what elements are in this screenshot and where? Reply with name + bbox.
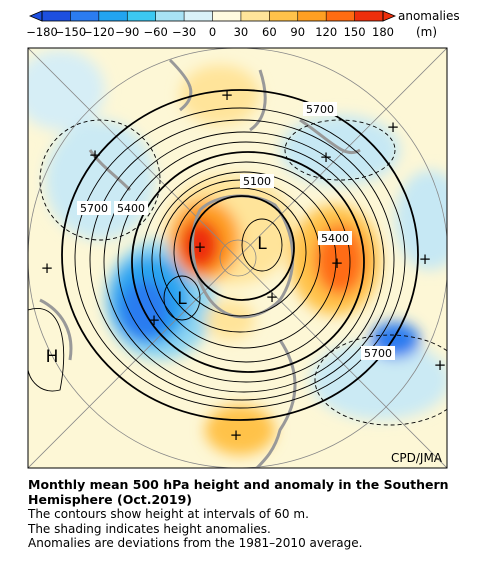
colorbar-segment [155, 11, 185, 21]
extrema-marks: + + + + + + + + + + + + [41, 86, 447, 444]
map: 5700 5700 5400 5100 5400 5700 5700 L L H… [28, 48, 447, 468]
contour-label: 5400 [321, 232, 349, 245]
caption-title: Monthly mean 500 hPa height and anomaly … [28, 477, 449, 492]
colorbar-tick-label: 60 [262, 25, 277, 39]
contour-label: 5700 [364, 347, 392, 360]
colorbar-tick-label: 90 [290, 25, 305, 39]
coastline [39, 58, 361, 468]
colorbar-tick-label: −90 [115, 25, 139, 39]
colorbar-segment [42, 11, 71, 21]
map-figure: −180−150−120 −90 −60 −30 0 30 60 90 120 150 180 an… [26, 9, 460, 469]
colorbar-segment [127, 11, 156, 21]
caption-line: The contours show height at intervals of… [28, 507, 309, 521]
contour-labels: 5700 5700 5400 5100 5400 5700 5700 [77, 102, 395, 360]
colorbar-tick-label: 30 [234, 25, 249, 39]
grid [28, 48, 447, 468]
anomaly-contours [39, 119, 447, 426]
colorbar: −180−150−120 −90 −60 −30 0 30 60 90 120 150 180 [26, 10, 397, 39]
cross: + [266, 288, 279, 306]
colorbar-segment [240, 11, 270, 21]
low-center: L [177, 289, 187, 309]
contour-label: 5100 [243, 175, 271, 188]
caption-line: Anomalies are deviations from the 1981–2… [28, 536, 363, 550]
caption-title: Hemisphere (Oct.2019) [28, 491, 192, 507]
colorbar-tick-label: 180 [372, 25, 394, 39]
contours [28, 89, 419, 421]
colorbar-tick-label: −120 [83, 25, 115, 39]
cross: + [89, 146, 102, 164]
high-center: H [46, 347, 59, 367]
pressure-centers: L L H [46, 234, 268, 367]
credit: CPD/JMA [391, 451, 443, 465]
cross: + [194, 238, 207, 256]
colorbar-tick-label: −60 [144, 25, 168, 39]
colorbar-tick-label: −180 [26, 25, 58, 39]
cross: + [331, 254, 344, 272]
colorbar-tick-label: 150 [344, 25, 366, 39]
colorbar-tick-label: 0 [209, 25, 216, 39]
colorbar-segment [297, 11, 327, 21]
cross: + [419, 250, 432, 268]
colorbar-end [382, 10, 397, 22]
colorbar-end [28, 10, 43, 22]
cross: + [320, 148, 333, 166]
colorbar-segment [98, 11, 128, 21]
colorbar-label: anomalies [398, 9, 460, 23]
colorbar-tick-label: 120 [315, 25, 337, 39]
cross: + [221, 86, 234, 104]
cross: + [230, 426, 243, 444]
colorbar-unit: (m) [416, 25, 437, 39]
map-frame [27, 47, 448, 469]
cross: + [387, 118, 400, 136]
contour-label: 5400 [117, 202, 145, 215]
low-center: L [257, 234, 267, 254]
caption: Monthly mean 500 hPa height and anomaly … [28, 477, 449, 551]
colorbar-segment [326, 11, 355, 21]
cross: + [434, 356, 447, 374]
cross: + [41, 259, 54, 277]
colorbar-segment [70, 11, 99, 21]
colorbar-tick-label: −30 [172, 25, 196, 39]
colorbar-segment [212, 11, 241, 21]
contour-label: 5700 [80, 202, 108, 215]
contour-label: 5700 [306, 103, 334, 116]
caption-line: The shading indicates height anomalies. [28, 521, 271, 536]
colorbar-segment [184, 11, 213, 21]
colorbar-segment [269, 11, 298, 21]
colorbar-tick-label: −150 [55, 25, 87, 39]
cross: + [148, 311, 161, 329]
colorbar-segment [354, 11, 383, 21]
